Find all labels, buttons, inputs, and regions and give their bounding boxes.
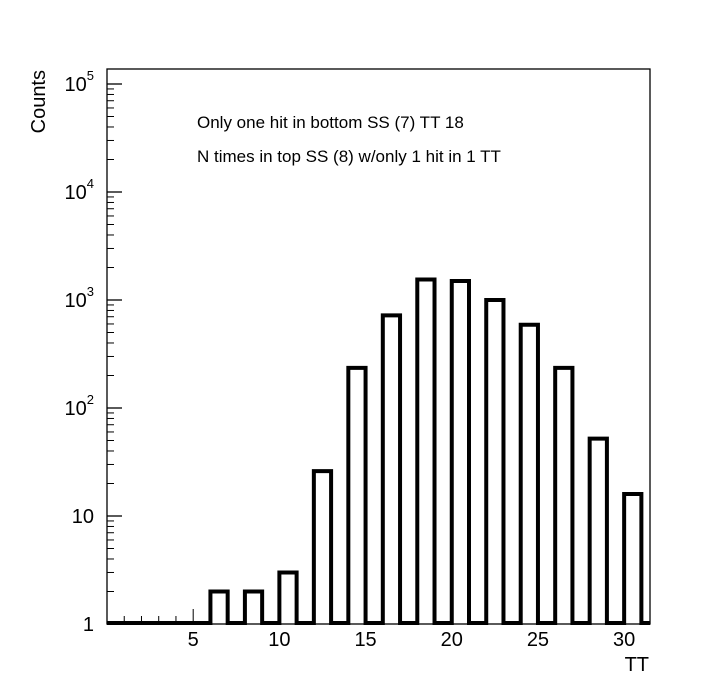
y-tick-label: 10 [72, 506, 94, 528]
bar-tt-20 [452, 281, 469, 623]
y-tick-label: 102 [65, 392, 94, 420]
x-tick-label: 15 [354, 629, 376, 651]
bar-tt-14 [348, 368, 365, 623]
x-tick-label: 5 [188, 629, 199, 651]
histogram-outline [107, 277, 650, 625]
y-tick-label: 103 [65, 284, 94, 312]
x-tick-label: 25 [527, 629, 549, 651]
bar-tt-30 [624, 494, 641, 623]
bar-tt-28 [590, 439, 607, 623]
x-tick-labels: 5 10 15 20 25 30 [188, 629, 636, 651]
bar-tt-12 [314, 471, 331, 623]
y-tick-exponent: 4 [87, 176, 94, 191]
bar-tt-6 [210, 591, 227, 623]
x-tick-label: 10 [268, 629, 290, 651]
y-tick-label: 104 [65, 176, 94, 204]
annotation-line-1: Only one hit in bottom SS (7) TT 18 [197, 113, 464, 132]
histogram-bars [107, 277, 650, 625]
x-tick-label: 20 [441, 629, 463, 651]
y-tick-exponent: 5 [87, 68, 94, 83]
y-tick-label: 105 [65, 68, 94, 96]
y-tick-exponent: 2 [87, 392, 94, 407]
bar-tt-18 [417, 279, 434, 623]
y-tick-labels: 1 10 102 103 104 105 [65, 68, 94, 636]
x-axis-label: TT [625, 654, 649, 676]
annotation-line-2: N times in top SS (8) w/only 1 hit in 1 … [197, 147, 501, 166]
bar-tt-22 [486, 300, 503, 623]
bar-tt-10 [279, 572, 296, 623]
bar-tt-24 [521, 325, 538, 623]
bar-tt-8 [245, 591, 262, 623]
y-axis-label: Counts [28, 70, 50, 133]
y-minor-ticks [107, 88, 114, 592]
bar-tt-16 [383, 315, 400, 623]
bar-tt-26 [555, 368, 572, 623]
y-tick-exponent: 3 [87, 284, 94, 299]
y-tick-label: 1 [83, 614, 94, 636]
x-tick-label: 30 [613, 629, 635, 651]
y-major-ticks [107, 83, 122, 625]
